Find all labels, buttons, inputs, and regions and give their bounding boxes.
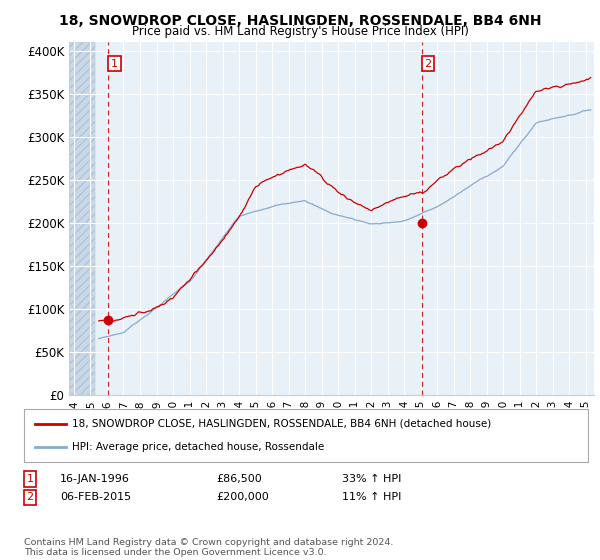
Text: 2: 2 xyxy=(424,58,431,68)
Text: 18, SNOWDROP CLOSE, HASLINGDEN, ROSSENDALE, BB4 6NH (detached house): 18, SNOWDROP CLOSE, HASLINGDEN, ROSSENDA… xyxy=(72,419,491,429)
Text: Price paid vs. HM Land Registry's House Price Index (HPI): Price paid vs. HM Land Registry's House … xyxy=(131,25,469,38)
Text: 33% ↑ HPI: 33% ↑ HPI xyxy=(342,474,401,484)
Text: 06-FEB-2015: 06-FEB-2015 xyxy=(60,492,131,502)
Text: 2: 2 xyxy=(26,492,34,502)
Bar xyxy=(69,42,95,395)
Text: 11% ↑ HPI: 11% ↑ HPI xyxy=(342,492,401,502)
Text: 1: 1 xyxy=(26,474,34,484)
Text: 1: 1 xyxy=(111,58,118,68)
Text: HPI: Average price, detached house, Rossendale: HPI: Average price, detached house, Ross… xyxy=(72,442,324,452)
Text: 16-JAN-1996: 16-JAN-1996 xyxy=(60,474,130,484)
Text: £200,000: £200,000 xyxy=(216,492,269,502)
Text: £86,500: £86,500 xyxy=(216,474,262,484)
Text: 18, SNOWDROP CLOSE, HASLINGDEN, ROSSENDALE, BB4 6NH: 18, SNOWDROP CLOSE, HASLINGDEN, ROSSENDA… xyxy=(59,14,541,28)
Text: Contains HM Land Registry data © Crown copyright and database right 2024.
This d: Contains HM Land Registry data © Crown c… xyxy=(24,538,394,557)
